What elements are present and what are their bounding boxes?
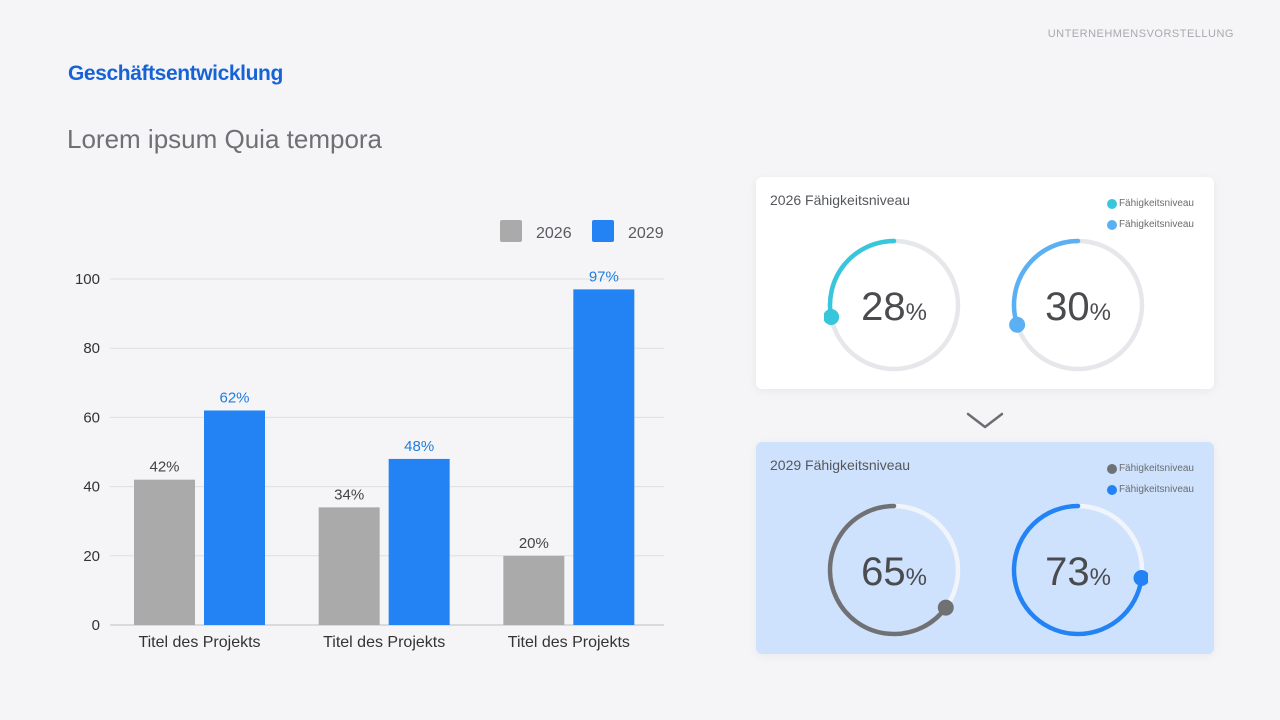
card-2029: 2029 Fähigkeitsniveau Fähigkeitsniveau F… <box>756 442 1214 654</box>
card-2026-legend-item-2: Fähigkeitsniveau <box>1106 214 1194 235</box>
bar-2026 <box>318 507 380 625</box>
gauge-value: 65 <box>861 549 906 594</box>
gauge-knob <box>824 308 840 325</box>
gauge-unit: % <box>1089 299 1111 326</box>
legend-dot-icon <box>1106 463 1117 474</box>
legend-label: 2026 <box>536 225 572 242</box>
page-subtitle: Lorem ipsum Quia tempora <box>67 124 383 154</box>
data-label: 42% <box>149 459 179 476</box>
gauge-label: 30 % <box>1008 235 1148 375</box>
gauge-2026-1: 28 % <box>824 235 964 375</box>
data-label: 48% <box>404 438 434 455</box>
gauge-knob <box>1133 570 1148 587</box>
card-2026-legend-item-1: Fähigkeitsniveau <box>1106 193 1194 214</box>
gauge-2029-2: 73 % <box>1008 500 1148 640</box>
gauge-unit: % <box>1089 564 1111 591</box>
data-label: 34% <box>334 486 364 503</box>
gauge-label: 73 % <box>1008 500 1148 640</box>
card-2029-legend-item-2: Fähigkeitsniveau <box>1106 479 1194 500</box>
bar-chart: 0 20 40 60 80 100 42% 62% Titel des Projekts 34% 4… <box>75 220 664 651</box>
category-label: Titel des Projekts <box>138 634 260 651</box>
gauge-arc <box>1011 503 1144 637</box>
gauge-arc <box>827 238 897 320</box>
bar-2029 <box>204 410 265 625</box>
data-label: 97% <box>589 268 619 285</box>
card-2029-title: 2029 Fähigkeitsniveau <box>770 457 911 473</box>
chevron-down-icon <box>966 412 1004 429</box>
gauge-value: 28 <box>861 284 906 329</box>
gauge-unit: % <box>905 564 927 591</box>
gauge-arc <box>1011 238 1081 328</box>
card-2026-title: 2026 Fähigkeitsniveau <box>770 192 911 208</box>
legend-dot-icon <box>1106 219 1117 230</box>
legend-label: Fähigkeitsniveau <box>1118 198 1194 209</box>
y-tick-label: 0 <box>92 617 100 634</box>
category-label: Titel des Projekts <box>323 634 445 651</box>
card-2029-legend: Fähigkeitsniveau Fähigkeitsniveau <box>1106 458 1194 500</box>
gauge-arc <box>827 503 949 637</box>
y-tick-label: 80 <box>83 340 100 357</box>
gauge-label: 28 % <box>824 235 964 375</box>
y-tick-label: 60 <box>83 409 100 426</box>
card-2026: 2026 Fähigkeitsniveau Fähigkeitsniveau F… <box>756 177 1214 389</box>
legend-label: Fähigkeitsniveau <box>1118 484 1194 495</box>
legend-dot-icon <box>1106 198 1117 209</box>
bar-2026 <box>503 555 565 625</box>
y-tick-label: 20 <box>83 548 100 565</box>
section-title: Geschäftsentwicklung <box>68 62 283 85</box>
bar-2029 <box>573 289 635 625</box>
legend-dot-icon <box>1106 484 1117 495</box>
data-label: 62% <box>219 389 249 406</box>
y-tick-label: 100 <box>75 271 100 288</box>
gauge-2029-1: 65 % <box>824 500 964 640</box>
gauge-knob <box>1009 316 1026 333</box>
legend-swatch <box>500 220 522 242</box>
category-label: Titel des Projekts <box>508 634 630 651</box>
bar-2026 <box>134 479 195 625</box>
legend-label: Fähigkeitsniveau <box>1118 463 1194 474</box>
legend-label: Fähigkeitsniveau <box>1118 219 1194 230</box>
card-2026-legend: Fähigkeitsniveau Fähigkeitsniveau <box>1106 193 1194 235</box>
gauge-knob <box>937 599 954 616</box>
gauge-value: 73 <box>1045 549 1090 594</box>
legend-label: 2029 <box>628 225 664 242</box>
gauge-label: 65 % <box>824 500 964 640</box>
bar-2029 <box>388 458 450 625</box>
gauge-unit: % <box>905 299 927 326</box>
card-2029-legend-item-1: Fähigkeitsniveau <box>1106 458 1194 479</box>
gauge-2026-2: 30 % <box>1008 235 1148 375</box>
y-tick-label: 40 <box>83 479 100 496</box>
data-label: 20% <box>519 535 549 552</box>
gauge-value: 30 <box>1045 284 1090 329</box>
legend-swatch <box>592 220 614 242</box>
eyebrow-label: UNTERNEHMENSVORSTELLUNG <box>1047 28 1234 40</box>
